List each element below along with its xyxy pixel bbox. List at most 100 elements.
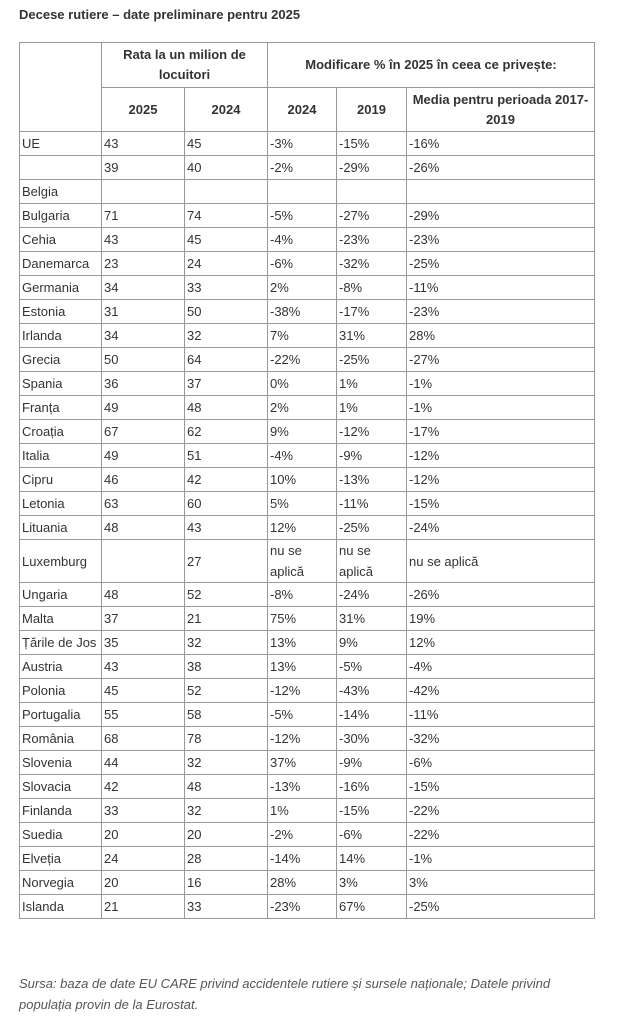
header-cell: Media pentru perioada 2017-2019 [406,87,595,132]
table-cell: -13% [267,774,337,799]
table-cell: 32 [184,323,268,348]
table-cell: 48 [184,395,268,420]
table-cell: 0% [267,371,337,396]
row-label: Portugalia [19,702,102,727]
table-row: Cehia 43 45 -4% -23% -23% [19,227,595,252]
table-row: 39 40 -2% -29% -26% [19,155,595,180]
table-cell: 12% [267,515,337,540]
table-cell: 67% [336,894,407,919]
table-cell: -32% [406,726,595,751]
table-cell: 43 [101,131,185,156]
table-cell: -16% [406,131,595,156]
table-row: Irlanda 34 32 7% 31% 28% [19,323,595,348]
table-cell: -23% [406,227,595,252]
table-cell [101,539,185,583]
table-cell: -22% [406,798,595,823]
table-cell: 32 [184,798,268,823]
header-cell [19,42,102,132]
table-cell: -25% [406,894,595,919]
table-cell: -2% [267,822,337,847]
table-cell: -17% [406,419,595,444]
table-cell: 28% [406,323,595,348]
header-cell: Modificare % în 2025 în ceea ce privește… [267,42,595,88]
table-cell: 43 [101,654,185,679]
table-cell: 75% [267,606,337,631]
table-cell: 44 [101,750,185,775]
table-cell: -12% [406,443,595,468]
row-label: Țările de Jos [19,630,102,655]
table-cell: -4% [406,654,595,679]
table-cell: 46 [101,467,185,492]
table-cell: 1% [267,798,337,823]
table-cell: -9% [336,750,407,775]
table-cell: 55 [101,702,185,727]
table-cell: 39 [101,155,185,180]
table-cell: -15% [336,131,407,156]
table-cell: 38 [184,654,268,679]
table-cell: 63 [101,491,185,516]
table-row: Islanda 21 33 -23% 67% -25% [19,894,595,919]
table-cell: -11% [336,491,407,516]
row-label: Estonia [19,299,102,324]
table-cell: 74 [184,203,268,228]
table-header: Rata la un milion de locuitori Modificar… [19,42,595,132]
row-label [19,155,102,180]
table-row: Estonia 31 50 -38% -17% -23% [19,299,595,324]
table-cell: 48 [184,774,268,799]
table-cell: -13% [336,467,407,492]
row-label: Letonia [19,491,102,516]
table-cell: -27% [336,203,407,228]
table-cell: -15% [336,798,407,823]
table-cell: -12% [336,419,407,444]
header-cell: 2019 [336,87,407,132]
table-row: Danemarca 23 24 -6% -32% -25% [19,251,595,276]
table-cell: 78 [184,726,268,751]
table-cell: -1% [406,846,595,871]
table-cell [267,179,337,204]
table-row: Elveția 24 28 -14% 14% -1% [19,846,595,871]
table-cell: 28 [184,846,268,871]
row-label: UE [19,131,102,156]
table-cell: -27% [406,347,595,372]
table-row: Spania 36 37 0% 1% -1% [19,371,595,396]
table-cell: -32% [336,251,407,276]
table-cell: -29% [336,155,407,180]
table-cell: 27 [184,539,268,583]
row-label: Slovenia [19,750,102,775]
table-cell: -1% [406,395,595,420]
table-cell: 19% [406,606,595,631]
table-cell: 45 [184,227,268,252]
table-cell: -4% [267,443,337,468]
table-cell: 35 [101,630,185,655]
table-cell: 42 [101,774,185,799]
table-row: Norvegia 20 16 28% 3% 3% [19,870,595,895]
table-cell: -8% [267,582,337,607]
table-cell: 31 [101,299,185,324]
table-cell: -22% [267,347,337,372]
table-cell: 20 [184,822,268,847]
table-cell: -29% [406,203,595,228]
table-cell: -1% [406,371,595,396]
table-cell: 23 [101,251,185,276]
table-row: Polonia 45 52 -12% -43% -42% [19,678,595,703]
table-cell: 24 [184,251,268,276]
header-row: 2025 2024 2024 2019 Media pentru perioada 20… [20,87,595,132]
row-label: Norvegia [19,870,102,895]
table-cell: 13% [267,630,337,655]
row-label: Ungaria [19,582,102,607]
table-cell: 14% [336,846,407,871]
table-cell: 24 [101,846,185,871]
table-row: Austria 43 38 13% -5% -4% [19,654,595,679]
table-row: Malta 37 21 75% 31% 19% [19,606,595,631]
table-cell: 33 [184,894,268,919]
table-cell: -15% [406,491,595,516]
table-cell: -17% [336,299,407,324]
table-cell: 37 [184,371,268,396]
table-cell: -23% [267,894,337,919]
row-label: România [19,726,102,751]
table-cell: -11% [406,275,595,300]
table-cell: 31% [336,323,407,348]
table-cell: 34 [101,275,185,300]
row-label: Franța [19,395,102,420]
row-label: Lituania [19,515,102,540]
